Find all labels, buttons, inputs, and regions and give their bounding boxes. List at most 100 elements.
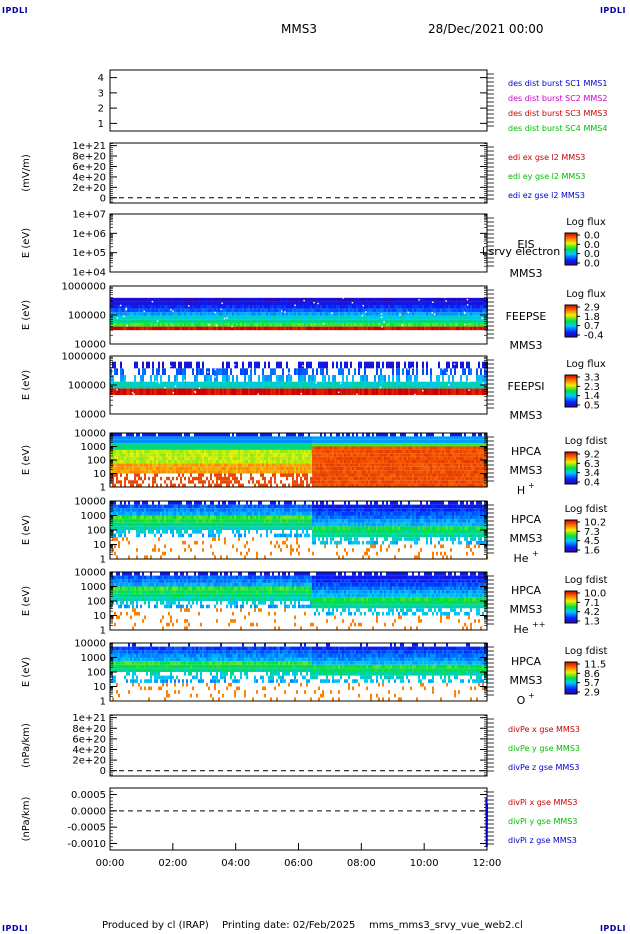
y-tick-label: 0 bbox=[100, 193, 106, 204]
spacecraft-label: MMS3 bbox=[510, 339, 543, 352]
y-tick-label: 6e+20 bbox=[72, 734, 106, 745]
y-tick-label: 1e+04 bbox=[72, 268, 106, 279]
colorbar bbox=[564, 590, 578, 624]
panel-spacecraft-selection: 1 2 3 4 des dist burst SC1 MMS1 des dist burs… bbox=[98, 69, 607, 133]
panel-feeps-electrons: 10000 100000 1000000 E (eV) FEEPSE MMS3 Log fl… bbox=[21, 282, 606, 353]
y-tick-label: 1000 bbox=[81, 582, 106, 593]
corner-label-top-left: IPDLI bbox=[2, 6, 29, 15]
y-tick-label: 10000 bbox=[74, 568, 106, 579]
spacecraft-label: MMS3 bbox=[510, 603, 543, 616]
x-tick-label: 04:00 bbox=[221, 858, 250, 869]
colorbar-title: Log flux bbox=[566, 289, 606, 300]
legend-entry: divPi x gse MMS3 bbox=[508, 798, 577, 807]
panel-frame bbox=[109, 142, 488, 204]
colorbar-tick-label: -0.4 bbox=[584, 331, 604, 342]
corner-label-bottom-left: IPDLI bbox=[2, 924, 29, 933]
y-tick-label: 1 bbox=[98, 119, 104, 130]
legend-entry: edi ez gse l2 MMS3 bbox=[508, 191, 585, 200]
species-label: H bbox=[517, 484, 525, 497]
x-tick-label: 02:00 bbox=[158, 858, 187, 869]
colorbar-title: Log fdist bbox=[565, 646, 608, 657]
y-axis-label: (mV/m) bbox=[21, 154, 32, 192]
y-tick-label: -0.0005 bbox=[67, 823, 106, 834]
y-tick-label: 1000 bbox=[81, 653, 106, 664]
instrument-label: HPCA bbox=[511, 655, 542, 668]
species-label: O bbox=[517, 694, 526, 707]
y-tick-label: 1 bbox=[100, 626, 106, 637]
colorbar-tick-label: 1.3 bbox=[584, 617, 600, 628]
corner-label-top-right: IPDLI bbox=[599, 6, 626, 15]
species-charge: + bbox=[528, 481, 535, 490]
colorbar-tick-label: 5.7 bbox=[584, 678, 600, 689]
colorbar bbox=[564, 661, 578, 695]
y-tick-label: 2e+20 bbox=[72, 183, 106, 194]
panel-hpca-o: 1 10 100 1000 10000 E (eV) HPCA MMS3 O + Log fdist… bbox=[21, 639, 607, 708]
y-tick-label: 10 bbox=[93, 682, 106, 693]
colorbar-tick-label: 0.4 bbox=[584, 478, 600, 489]
footer-produced-by: Produced by cl (IRAP) bbox=[102, 920, 209, 931]
colorbar-tick-label: 9.2 bbox=[584, 450, 600, 461]
legend-entry: divPe x gse MMS3 bbox=[508, 725, 580, 734]
spacecraft-label: MMS3 bbox=[510, 532, 543, 545]
y-tick-label: 100000 bbox=[68, 311, 106, 322]
y-tick-label: 100 bbox=[87, 526, 106, 537]
y-tick-label: 10000 bbox=[74, 340, 106, 351]
y-tick-label: 10000 bbox=[74, 410, 106, 421]
y-tick-label: 1 bbox=[100, 483, 106, 494]
colorbar-tick-label: 0.0 bbox=[584, 249, 600, 260]
panel-frame bbox=[109, 787, 488, 851]
y-axis-label: E (eV) bbox=[21, 515, 32, 545]
y-axis-label: (nPa/km) bbox=[21, 797, 32, 842]
y-tick-label: 1000000 bbox=[61, 282, 106, 293]
y-tick-label: 1e+05 bbox=[72, 248, 106, 259]
colorbar-tick-label: 2.9 bbox=[584, 303, 600, 314]
colorbar-title: Log flux bbox=[566, 217, 606, 228]
y-tick-label: 0 bbox=[100, 766, 106, 777]
y-tick-label: 100000 bbox=[68, 381, 106, 392]
legend-entry: des dist burst SC3 MMS3 bbox=[508, 109, 607, 118]
y-tick-label: 1e+21 bbox=[72, 713, 106, 724]
legend-entry: divPe z gse MMS3 bbox=[508, 763, 579, 772]
y-tick-label: 8e+20 bbox=[72, 152, 106, 163]
colorbar-tick-label: 1.4 bbox=[584, 391, 600, 402]
instrument-label: HPCA bbox=[511, 513, 542, 526]
y-tick-label: 100 bbox=[87, 456, 106, 467]
colorbar-tick-label: 4.5 bbox=[584, 536, 600, 547]
y-axis-label: E (eV) bbox=[21, 586, 32, 616]
spacecraft-title: MMS3 bbox=[281, 22, 317, 36]
panel-frame bbox=[109, 69, 488, 132]
y-tick-label: 10 bbox=[93, 611, 106, 622]
panel-hpca-h: 1 10 100 1000 10000 E (eV) HPCA MMS3 H + Log fdist… bbox=[21, 429, 607, 498]
instrument-label: HPCA bbox=[511, 445, 542, 458]
y-tick-label: 10000 bbox=[74, 639, 106, 650]
date-title: 28/Dec/2021 00:00 bbox=[428, 22, 544, 36]
footer-printing-date: Printing date: 02/Feb/2025 bbox=[222, 920, 356, 931]
y-tick-label: 8e+20 bbox=[72, 724, 106, 735]
y-tick-label: 10000 bbox=[74, 497, 106, 508]
colorbar-tick-label: 6.3 bbox=[584, 459, 600, 470]
spectrogram-cells bbox=[110, 361, 488, 398]
x-tick-label: 10:00 bbox=[410, 858, 439, 869]
panel-feeps-ions: 10000 100000 1000000 E (eV) FEEPSI MMS3 Log fl… bbox=[21, 352, 606, 423]
y-tick-label: 100 bbox=[87, 668, 106, 679]
spectrogram-cells bbox=[110, 572, 488, 630]
colorbar-tick-label: 2.3 bbox=[584, 382, 600, 393]
colorbar-tick-label: 7.1 bbox=[584, 598, 600, 609]
colorbar-title: Log fdist bbox=[565, 575, 608, 586]
y-tick-label: 4e+20 bbox=[72, 745, 106, 756]
colorbar-title: Log fdist bbox=[565, 504, 608, 515]
legend-entry: des dist burst SC4 MMS4 bbox=[508, 124, 607, 133]
spacecraft-label: MMS3 bbox=[510, 409, 543, 422]
species-charge: + bbox=[528, 691, 535, 700]
y-tick-label: 1e+07 bbox=[72, 210, 106, 221]
y-tick-label: 4e+20 bbox=[72, 172, 106, 183]
overlay-text: l srvy electron to bbox=[482, 245, 575, 258]
colorbar-tick-label: 10.2 bbox=[584, 518, 606, 529]
colorbar-tick-label: 4.2 bbox=[584, 607, 600, 618]
y-tick-label: 2 bbox=[98, 104, 104, 115]
spectrogram-cells bbox=[110, 292, 488, 331]
y-tick-label: 1e+21 bbox=[72, 141, 106, 152]
y-tick-label: 1000000 bbox=[61, 352, 106, 363]
